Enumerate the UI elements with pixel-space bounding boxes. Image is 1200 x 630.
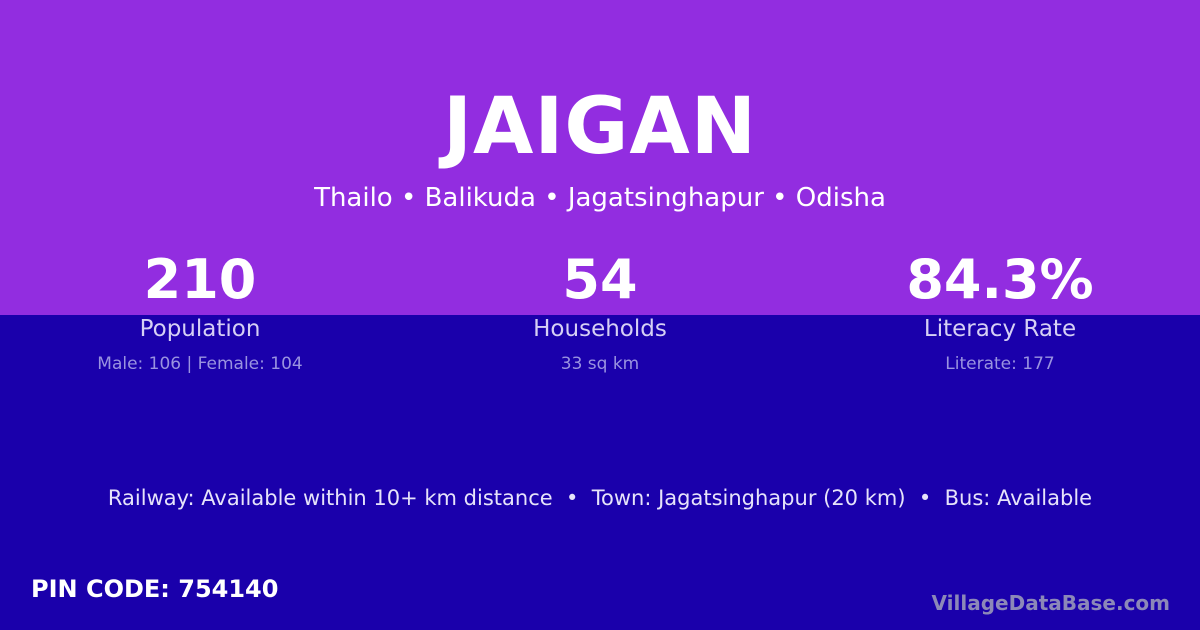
- connectivity-info: Railway: Available within 10+ km distanc…: [107, 486, 1093, 510]
- header-band: [0, 0, 1200, 315]
- stat-label: Population: [139, 316, 261, 342]
- location-breadcrumb: Thailo • Balikuda • Jagatsinghapur • Odi…: [314, 183, 886, 213]
- pin-code: PIN CODE: 754140: [31, 575, 279, 603]
- brand-watermark: VillageDataBase.com: [931, 591, 1170, 615]
- stat-label: Households: [533, 316, 667, 342]
- stat-value: 84.3%: [906, 248, 1094, 311]
- stat-label: Literacy Rate: [923, 316, 1077, 342]
- stat-detail: 33 sq km: [560, 354, 640, 374]
- stat-value: 210: [143, 248, 257, 311]
- stat-literacy: 84.3% Literacy Rate Literate: 177: [800, 248, 1200, 374]
- village-title: JAIGAN: [442, 82, 758, 172]
- stat-detail: Male: 106 | Female: 104: [97, 354, 303, 374]
- stat-population: 210 Population Male: 106 | Female: 104: [0, 248, 400, 374]
- stat-households: 54 Households 33 sq km: [400, 248, 800, 374]
- stat-value: 54: [562, 248, 638, 311]
- stat-detail: Literate: 177: [945, 354, 1055, 374]
